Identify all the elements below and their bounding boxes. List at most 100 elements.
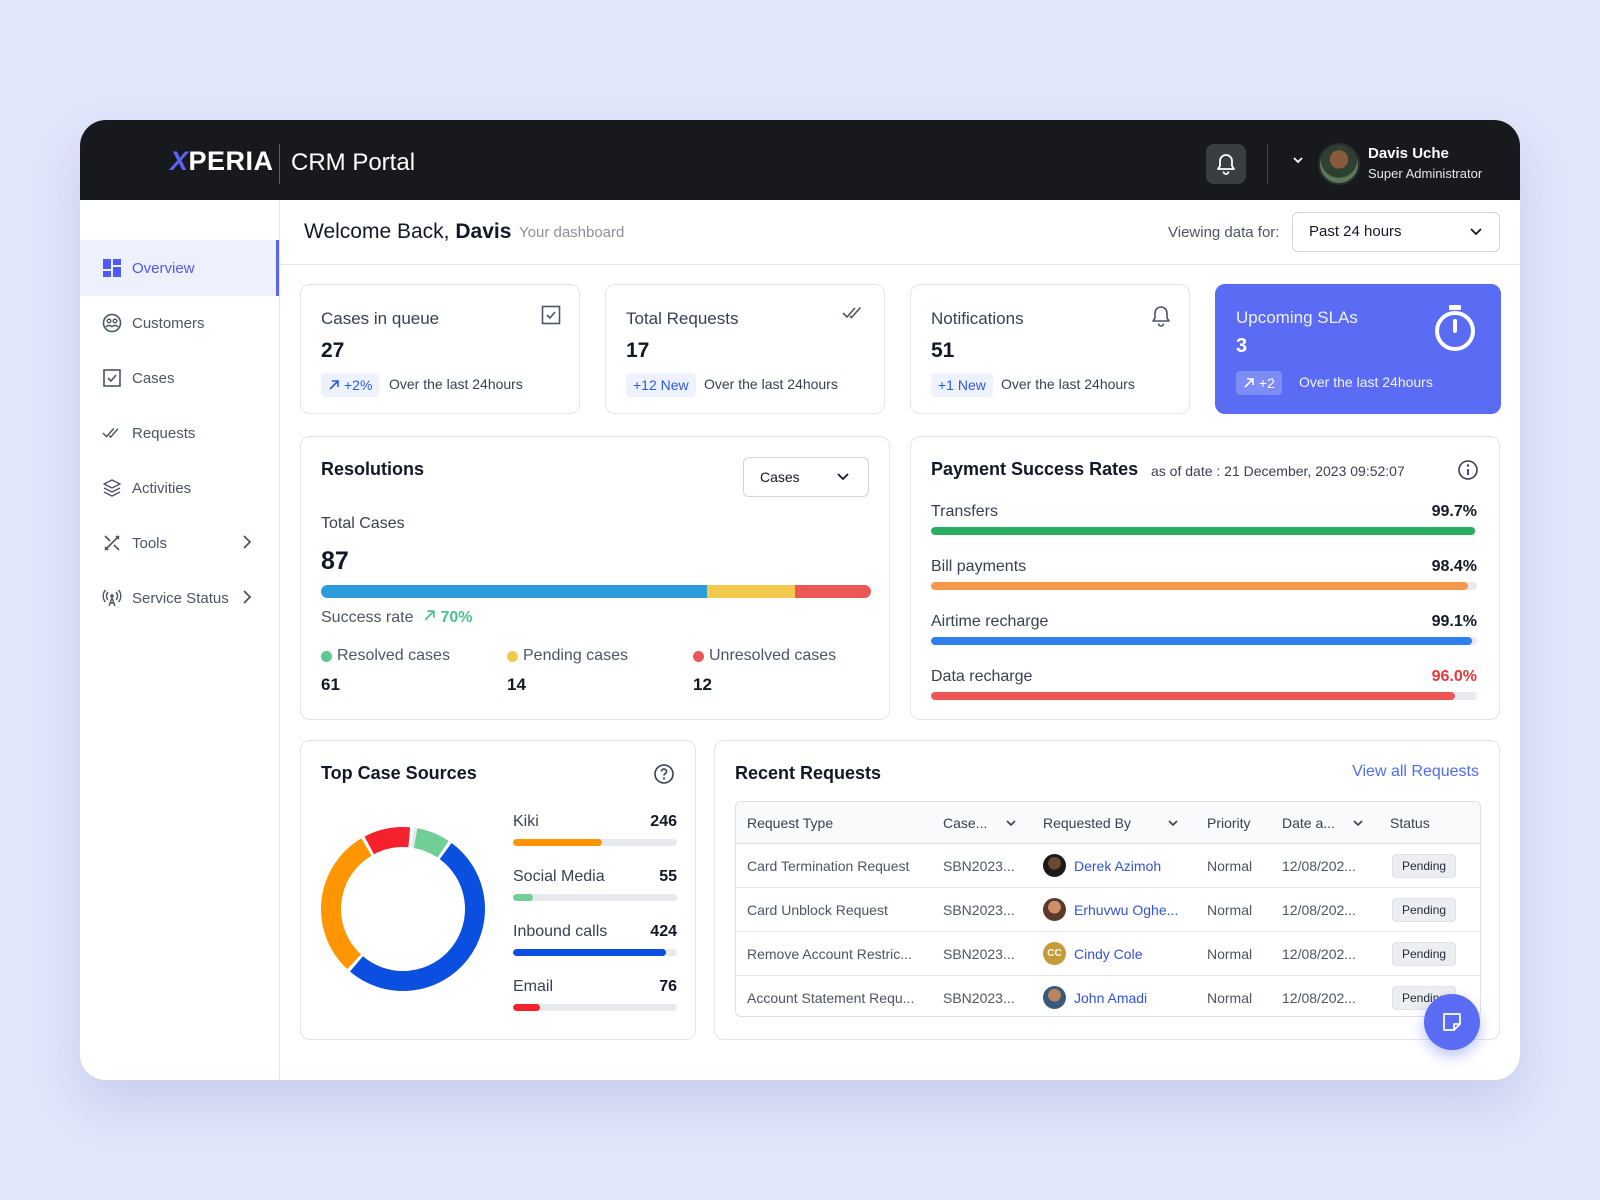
table-header: Request Type Case... Requested By Priori… xyxy=(736,802,1480,844)
kpi-card-total-requests[interactable]: Total Requests 17 +12 New Over the last … xyxy=(605,284,885,414)
column-header[interactable]: Request Type xyxy=(747,815,834,831)
stopwatch-icon xyxy=(1435,305,1475,351)
sidebar-item-requests[interactable]: Requests xyxy=(80,405,279,461)
card-title: Resolutions xyxy=(321,459,425,479)
source-row-kiki: Kiki 246 xyxy=(513,813,677,853)
legend-resolved: Resolved cases xyxy=(321,647,450,665)
column-header[interactable]: Status xyxy=(1390,815,1430,831)
legend-pending: Pending cases xyxy=(507,647,628,665)
kpi-note: Over the last 24hours xyxy=(704,376,838,392)
total-cases-value: 87 xyxy=(321,547,349,575)
header-divider xyxy=(280,264,1520,265)
kpi-badge: +2% xyxy=(321,373,380,397)
tools-icon xyxy=(102,533,122,553)
bell-icon xyxy=(1152,306,1170,327)
avatar: CC xyxy=(1043,942,1066,965)
users-circle-icon xyxy=(102,313,122,333)
column-header[interactable]: Requested By xyxy=(1043,815,1183,831)
chevron-down-icon[interactable] xyxy=(1292,156,1304,164)
legend-unresolved: Unresolved cases xyxy=(693,647,836,665)
table-row[interactable]: Account Statement Requ... SBN2023... Joh… xyxy=(736,976,1480,1016)
column-header[interactable]: Priority xyxy=(1207,815,1251,831)
stack-segment xyxy=(795,585,871,598)
success-rate: Success rate 70% xyxy=(321,609,473,626)
app-window: XPERIA CRM Portal Davis Uche Super Admin… xyxy=(80,120,1520,1080)
checkbox-icon xyxy=(541,305,561,325)
kpi-badge: +2 xyxy=(1236,371,1282,395)
status-badge: Pending xyxy=(1392,898,1457,922)
sidebar-item-tools[interactable]: Tools xyxy=(80,515,279,571)
payment-row-data: Data recharge 96.0% xyxy=(931,668,1477,708)
kpi-title: Upcoming SLAs xyxy=(1236,308,1358,327)
chevron-right-icon xyxy=(243,535,252,549)
kpi-title: Total Requests xyxy=(626,309,739,328)
double-check-icon xyxy=(842,306,862,319)
user-avatar[interactable] xyxy=(1318,143,1360,185)
kpi-value: 27 xyxy=(321,339,345,362)
view-all-requests-link[interactable]: View all Requests xyxy=(1352,763,1479,780)
double-check-icon xyxy=(102,423,122,443)
card-title: Payment Success Rates xyxy=(931,459,1139,479)
note-icon xyxy=(1443,1013,1461,1031)
sidebar-item-label: Service Status xyxy=(132,589,229,607)
time-range-value: Past 24 hours xyxy=(1309,223,1402,240)
sidebar-item-activities[interactable]: Activities xyxy=(80,460,279,516)
sidebar-item-service-status[interactable]: Service Status xyxy=(80,570,279,626)
sidebar-item-customers[interactable]: Customers xyxy=(80,295,279,351)
avatar xyxy=(1043,854,1066,877)
sidebar-item-label: Requests xyxy=(132,424,196,442)
resolutions-filter-select[interactable]: Cases xyxy=(743,457,869,497)
cases-stacked-bar xyxy=(321,585,871,598)
requester-link[interactable]: Cindy Cole xyxy=(1074,946,1143,962)
user-role: Super Administrator xyxy=(1368,166,1483,181)
sidebar-item-overview[interactable]: Overview xyxy=(80,240,279,296)
info-icon[interactable] xyxy=(1457,459,1479,481)
kpi-card-upcoming-slas[interactable]: Upcoming SLAs 3 +2 Over the last 24hours xyxy=(1215,284,1501,414)
donut-slice-email xyxy=(364,827,411,855)
pending-count: 14 xyxy=(507,675,526,694)
source-row-inbound-calls: Inbound calls 424 xyxy=(513,923,677,963)
table-row[interactable]: Remove Account Restric... SBN2023... CC … xyxy=(736,932,1480,976)
topbar-divider xyxy=(279,144,280,184)
notes-fab-button[interactable] xyxy=(1424,994,1480,1050)
kpi-value: 17 xyxy=(626,339,650,362)
source-bar xyxy=(513,894,533,901)
layers-icon xyxy=(102,478,122,498)
requester-link[interactable]: Erhuvwu Oghe... xyxy=(1074,902,1179,918)
topbar-separator xyxy=(1267,144,1268,184)
payment-row-airtime: Airtime recharge 99.1% xyxy=(931,613,1477,653)
payment-bar xyxy=(931,582,1469,590)
column-header[interactable]: Case... xyxy=(943,815,1023,831)
kpi-note: Over the last 24hours xyxy=(1299,374,1433,390)
payment-bar xyxy=(931,692,1456,700)
requester-link[interactable]: John Amadi xyxy=(1074,990,1148,1006)
chevron-down-icon xyxy=(1168,820,1178,827)
sidebar-item-label: Customers xyxy=(132,314,205,332)
user-name[interactable]: Davis Uche xyxy=(1368,145,1449,162)
requester-link[interactable]: Derek Azimoh xyxy=(1074,858,1162,874)
kpi-card-cases-in-queue[interactable]: Cases in queue 27 +2% Over the last 24ho… xyxy=(300,284,580,414)
sidebar-item-label: Overview xyxy=(132,259,195,277)
time-range-select[interactable]: Past 24 hours xyxy=(1292,212,1500,252)
table-row[interactable]: Card Unblock Request SBN2023... Erhuvwu … xyxy=(736,888,1480,932)
sidebar-item-cases[interactable]: Cases xyxy=(80,350,279,406)
payment-row-bill-payments: Bill payments 98.4% xyxy=(931,558,1477,598)
notifications-button[interactable] xyxy=(1206,144,1246,184)
source-bar xyxy=(513,1004,541,1011)
source-row-social-media: Social Media 55 xyxy=(513,868,677,908)
chevron-down-icon xyxy=(1006,820,1016,827)
filter-value: Cases xyxy=(760,469,800,485)
card-title: Top Case Sources xyxy=(321,763,477,783)
brand-logo[interactable]: XPERIA xyxy=(170,146,274,176)
payment-date: as of date : 21 December, 2023 09:52:07 xyxy=(1151,463,1405,479)
top-case-sources-card: Top Case Sources Kiki 246 Social Media 55 … xyxy=(300,740,696,1040)
kpi-card-notifications[interactable]: Notifications 51 +1 New Over the last 24… xyxy=(910,284,1190,414)
help-icon[interactable] xyxy=(653,763,675,785)
column-header[interactable]: Date a... xyxy=(1282,815,1372,831)
resolutions-card: Resolutions Cases Total Cases 87 Success… xyxy=(300,436,890,720)
status-badge: Pending xyxy=(1392,854,1457,878)
payment-success-card: Payment Success Rates as of date : 21 De… xyxy=(910,436,1500,720)
kpi-note: Over the last 24hours xyxy=(389,376,523,392)
source-bar xyxy=(513,839,602,846)
table-row[interactable]: Card Termination Request SBN2023... Dere… xyxy=(736,844,1480,888)
